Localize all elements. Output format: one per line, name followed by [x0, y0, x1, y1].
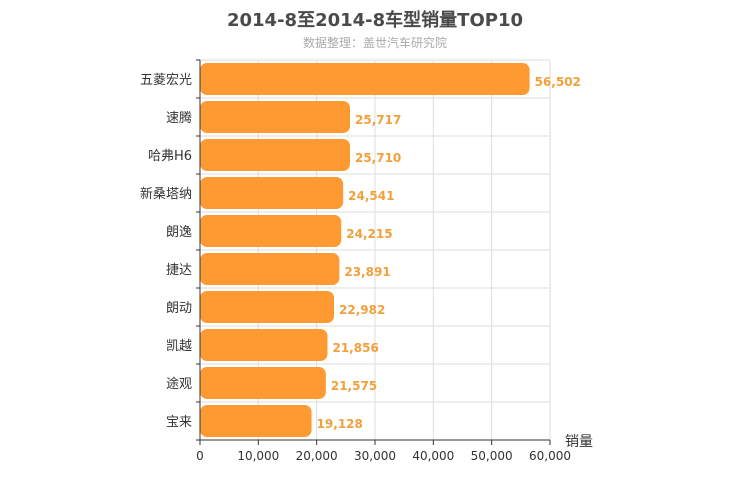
x-tick-label: 60,000 — [529, 449, 571, 463]
bar — [200, 101, 351, 133]
category-label: 五菱宏光 — [140, 73, 192, 88]
value-label: 25,710 — [355, 151, 401, 165]
category-label: 朗逸 — [166, 225, 192, 240]
value-label: 23,891 — [344, 265, 390, 279]
value-label: 25,717 — [355, 113, 401, 127]
x-tick-label: 10,000 — [237, 449, 279, 463]
bar — [200, 215, 342, 247]
bar — [200, 329, 328, 361]
bar — [200, 139, 350, 171]
value-label: 56,502 — [535, 75, 581, 89]
bar — [200, 367, 326, 399]
category-label: 宝来 — [166, 415, 192, 430]
value-label: 21,575 — [331, 379, 377, 393]
value-label: 22,982 — [339, 303, 385, 317]
category-label: 捷达 — [166, 263, 192, 278]
category-label: 途观 — [166, 376, 192, 392]
bar — [200, 253, 340, 285]
bar — [200, 177, 344, 209]
bar — [200, 291, 335, 323]
value-label: 24,215 — [346, 227, 392, 241]
value-label: 19,128 — [317, 417, 363, 431]
chart-subtitle: 数据整理：盖世汽车研究院 — [302, 36, 447, 50]
x-tick-label: 30,000 — [354, 449, 396, 463]
category-label: 新桑塔纳 — [140, 186, 192, 202]
axes — [196, 59, 551, 445]
category-label: 速腾 — [166, 110, 192, 126]
bars — [200, 63, 530, 437]
chart-title: 2014-8至2014-8车型销量TOP10 — [226, 10, 523, 31]
labels: 五菱宏光 56,502 速腾 25,717 哈弗H6 25,710 新桑塔纳 24,541 朗逸… — [140, 73, 581, 463]
x-axis-title: 销量 — [565, 434, 593, 450]
x-tick-label: 40,000 — [412, 449, 454, 463]
x-tick-label: 20,000 — [296, 449, 338, 463]
bar — [200, 63, 530, 95]
category-label: 朗动 — [166, 301, 192, 316]
category-label: 凯越 — [166, 339, 192, 354]
category-label: 哈弗H6 — [148, 149, 192, 164]
value-label: 24,541 — [348, 189, 394, 203]
value-label: 21,856 — [332, 341, 378, 355]
x-tick-label: 50,000 — [471, 449, 513, 463]
bar — [200, 405, 312, 437]
x-tick-label: 0 — [196, 449, 204, 463]
